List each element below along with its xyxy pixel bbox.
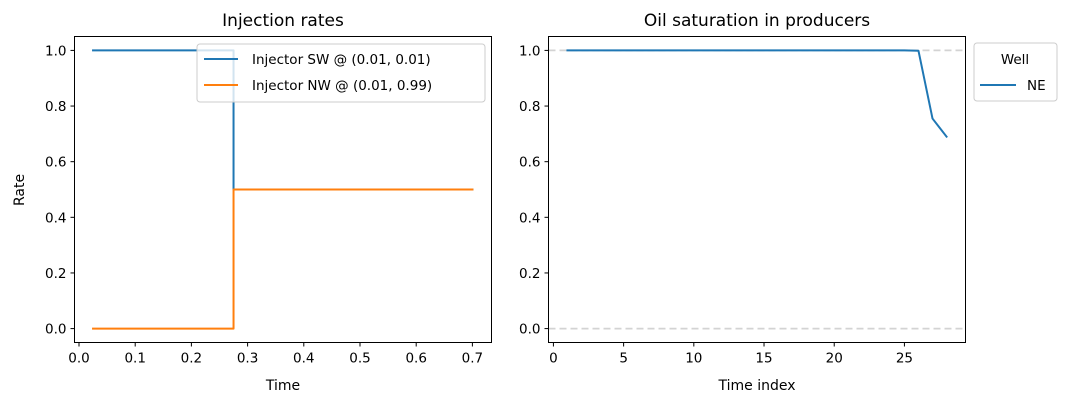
y-axis: 0.0 0.2 0.4 0.6 0.8 1.0: [519, 43, 549, 338]
x-tick-label: 0.2: [181, 351, 202, 367]
legend-title: Well: [1001, 52, 1029, 68]
chart-title: Injection rates: [222, 11, 344, 31]
legend-label-injector-nw: Injector NW @ (0.01, 0.99): [252, 78, 432, 94]
x-axis: 0.0 0.1 0.2 0.3 0.4 0.5 0.6 0.7: [68, 342, 483, 367]
legend-box: [973, 42, 1058, 102]
y-tick-label: 0.0: [519, 322, 540, 338]
x-tick-label: 0.3: [237, 351, 258, 367]
x-tick-label: 0.7: [462, 351, 483, 367]
plot-area: [92, 49, 474, 330]
y-tick-label: 1.0: [45, 43, 66, 59]
x-tick-label: 0.5: [349, 351, 370, 367]
x-tick-label: 15: [755, 351, 772, 367]
series-line-injector-nw-0-01-0-99: [92, 188, 474, 330]
y-tick-label: 0.8: [45, 99, 66, 115]
y-tick-label: 1.0: [519, 43, 540, 59]
y-tick-label: 0.2: [45, 266, 66, 282]
plot-area: [548, 49, 966, 330]
y-tick-label: 0.6: [519, 155, 540, 171]
x-axis-label: Time: [265, 378, 300, 394]
legend-box: [196, 43, 486, 103]
x-axis-label: Time index: [717, 378, 795, 394]
y-tick-label: 0.2: [519, 266, 540, 282]
y-axis-label: Rate: [12, 174, 28, 206]
x-tick-label: 10: [685, 351, 702, 367]
y-tick-label: 0.4: [45, 210, 66, 226]
x-axis: 0 5 10 15 20 25: [549, 342, 913, 367]
y-tick-label: 0.0: [45, 322, 66, 338]
x-tick-label: 0.6: [405, 351, 426, 367]
series-line-ne: [566, 49, 948, 139]
legend: Injector SW @ (0.01, 0.01) Injector NW @…: [196, 43, 486, 103]
legend-label-injector-sw: Injector SW @ (0.01, 0.01): [252, 52, 431, 68]
x-tick-label: 0.4: [293, 351, 314, 367]
oil-saturation-chart: Oil saturation in producers 0 5 10 15 20 25 0…: [519, 11, 1058, 394]
chart-title: Oil saturation in producers: [644, 11, 870, 31]
x-tick-label: 0.0: [68, 351, 89, 367]
y-tick-label: 0.4: [519, 210, 540, 226]
legend: Well NE: [973, 42, 1058, 102]
x-tick-label: 0.1: [124, 351, 145, 367]
injection-rates-chart: Injection rates 0.0 0.1 0.2 0.3 0.4 0.5 0.6 0.7…: [12, 11, 492, 394]
legend-label-ne: NE: [1027, 78, 1046, 94]
y-axis: 0.0 0.2 0.4 0.6 0.8 1.0: [45, 43, 75, 338]
x-tick-label: 20: [826, 351, 843, 367]
y-tick-label: 0.6: [45, 155, 66, 171]
x-tick-label: 0: [549, 351, 558, 367]
y-tick-label: 0.8: [519, 99, 540, 115]
x-tick-label: 25: [896, 351, 913, 367]
axes-frame: [548, 36, 966, 343]
axes-frame: [74, 36, 492, 343]
x-tick-label: 5: [619, 351, 628, 367]
